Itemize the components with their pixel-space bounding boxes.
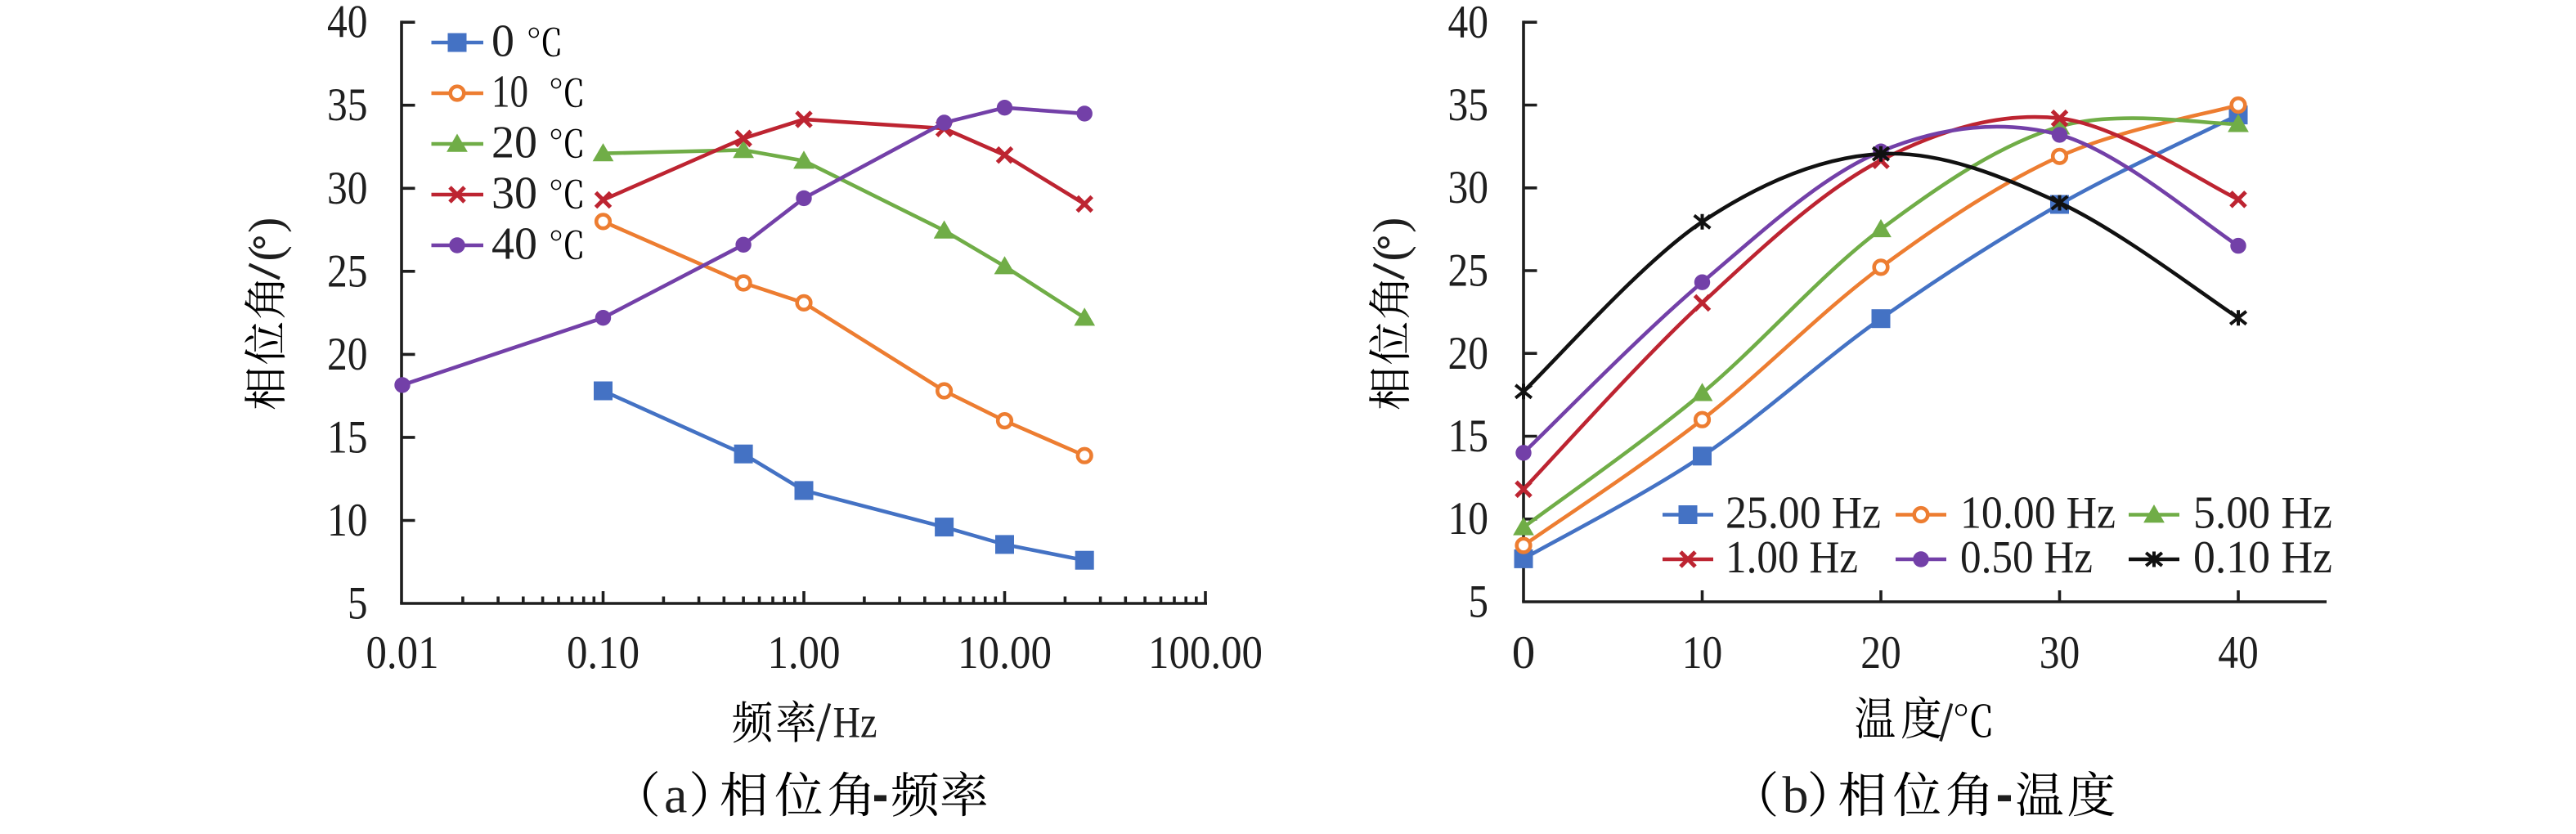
svg-text:10: 10 — [1448, 493, 1489, 545]
svg-text:20: 20 — [491, 118, 537, 168]
svg-text:a: a — [664, 766, 687, 824]
svg-text:): ) — [1363, 217, 1416, 233]
svg-text:25: 25 — [327, 245, 368, 297]
svg-text:30: 30 — [1448, 162, 1489, 213]
svg-text:40: 40 — [2218, 627, 2259, 679]
svg-text:0: 0 — [491, 16, 514, 67]
svg-text:): ) — [239, 217, 292, 233]
svg-text:15: 15 — [327, 411, 368, 463]
svg-text:0.50 Hz: 0.50 Hz — [1960, 532, 2093, 583]
svg-text:30: 30 — [491, 168, 537, 219]
svg-text:Hz: Hz — [833, 698, 877, 747]
svg-text:0.10 Hz: 0.10 Hz — [2193, 532, 2332, 583]
svg-text:40: 40 — [491, 219, 537, 270]
svg-text:1.00: 1.00 — [768, 627, 841, 679]
svg-text:30: 30 — [2040, 627, 2080, 679]
svg-text:(: ( — [1363, 245, 1416, 261]
svg-text:30: 30 — [327, 163, 368, 214]
svg-text:(: ( — [239, 245, 292, 261]
svg-text:15: 15 — [1448, 410, 1489, 462]
svg-text:10: 10 — [1682, 627, 1723, 679]
svg-text:0.01: 0.01 — [366, 627, 439, 679]
svg-text:b: b — [1783, 766, 1809, 824]
svg-text:0: 0 — [1512, 627, 1536, 679]
svg-text:5: 5 — [348, 578, 368, 630]
svg-text:35: 35 — [1448, 79, 1489, 131]
svg-text:10.00 Hz: 10.00 Hz — [1960, 488, 2116, 539]
svg-text:25.00 Hz: 25.00 Hz — [1726, 488, 1881, 539]
svg-text:5.00 Hz: 5.00 Hz — [2193, 488, 2332, 539]
svg-text:20: 20 — [327, 329, 368, 380]
svg-text:40: 40 — [327, 0, 368, 48]
svg-text:10: 10 — [327, 495, 368, 546]
svg-text:10: 10 — [491, 67, 528, 118]
svg-text:5: 5 — [1469, 576, 1489, 628]
svg-text:1.00 Hz: 1.00 Hz — [1726, 532, 1858, 583]
svg-text:25: 25 — [1448, 245, 1489, 297]
svg-text:0.10: 0.10 — [567, 627, 640, 679]
svg-text:10.00: 10.00 — [958, 627, 1052, 679]
svg-text:40: 40 — [1448, 0, 1489, 48]
svg-text:20: 20 — [1448, 328, 1489, 379]
svg-text:35: 35 — [327, 79, 368, 131]
svg-text:100.00: 100.00 — [1148, 627, 1263, 679]
svg-text:20: 20 — [1860, 627, 1901, 679]
